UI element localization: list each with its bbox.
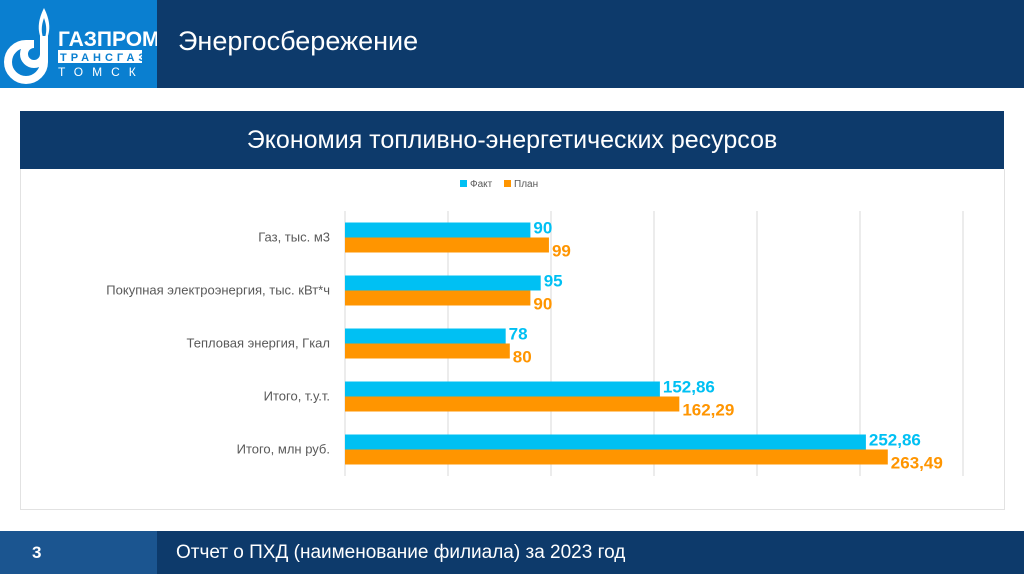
data-label: 263,49 [891, 454, 943, 473]
svg-text:ГАЗПРОМ: ГАЗПРОМ [58, 28, 157, 51]
gazprom-logo: ГАЗПРОМ ТРАНСГАЗ ТОМСК [0, 0, 160, 88]
category-label: Тепловая энергия, Гкал [187, 336, 330, 351]
bar-plan [345, 449, 888, 465]
bar-plan [345, 290, 531, 306]
header-title: Энергосбережение [178, 26, 419, 56]
data-label: 90 [533, 219, 552, 238]
data-label: 90 [533, 295, 552, 314]
svg-text:ТОМСК: ТОМСК [58, 65, 145, 79]
bar-plan [345, 237, 549, 253]
data-label: 152,86 [663, 378, 715, 397]
footer-text: Отчет о ПХД (наименование филиала) за 20… [176, 542, 626, 563]
bar-fact [345, 381, 660, 397]
svg-text:ТРАНСГАЗ: ТРАНСГАЗ [60, 52, 149, 64]
category-label: Итого, т.у.т. [264, 389, 330, 404]
chart-title: Экономия топливно-энергетических ресурсо… [20, 111, 1004, 169]
legend-swatch [504, 180, 511, 187]
category-label: Итого, млн руб. [237, 442, 330, 457]
data-label: 162,29 [682, 401, 734, 420]
page-number-box [0, 531, 157, 574]
category-label: Покупная электроэнергия, тыс. кВт*ч [106, 283, 330, 298]
bar-fact [345, 275, 541, 291]
bar-fact [345, 328, 506, 344]
bar-plan [345, 343, 510, 359]
data-label: 78 [509, 325, 528, 344]
footer: 3 Отчет о ПХД (наименование филиала) за … [0, 531, 1024, 574]
chart-area [20, 169, 1005, 510]
legend-label: Факт [470, 179, 493, 190]
data-label: 252,86 [869, 431, 921, 450]
bar-plan [345, 396, 680, 412]
data-label: 95 [544, 272, 563, 291]
data-label: 99 [552, 242, 571, 261]
page-number: 3 [32, 543, 42, 562]
data-label: 80 [513, 348, 532, 367]
category-label: Газ, тыс. м3 [258, 230, 330, 245]
legend-swatch [460, 180, 467, 187]
bar-fact [345, 222, 531, 238]
legend-label: План [514, 179, 538, 190]
header: ГАЗПРОМ ТРАНСГАЗ ТОМСК Энергосбережение [0, 0, 1024, 88]
bar-fact [345, 434, 866, 450]
